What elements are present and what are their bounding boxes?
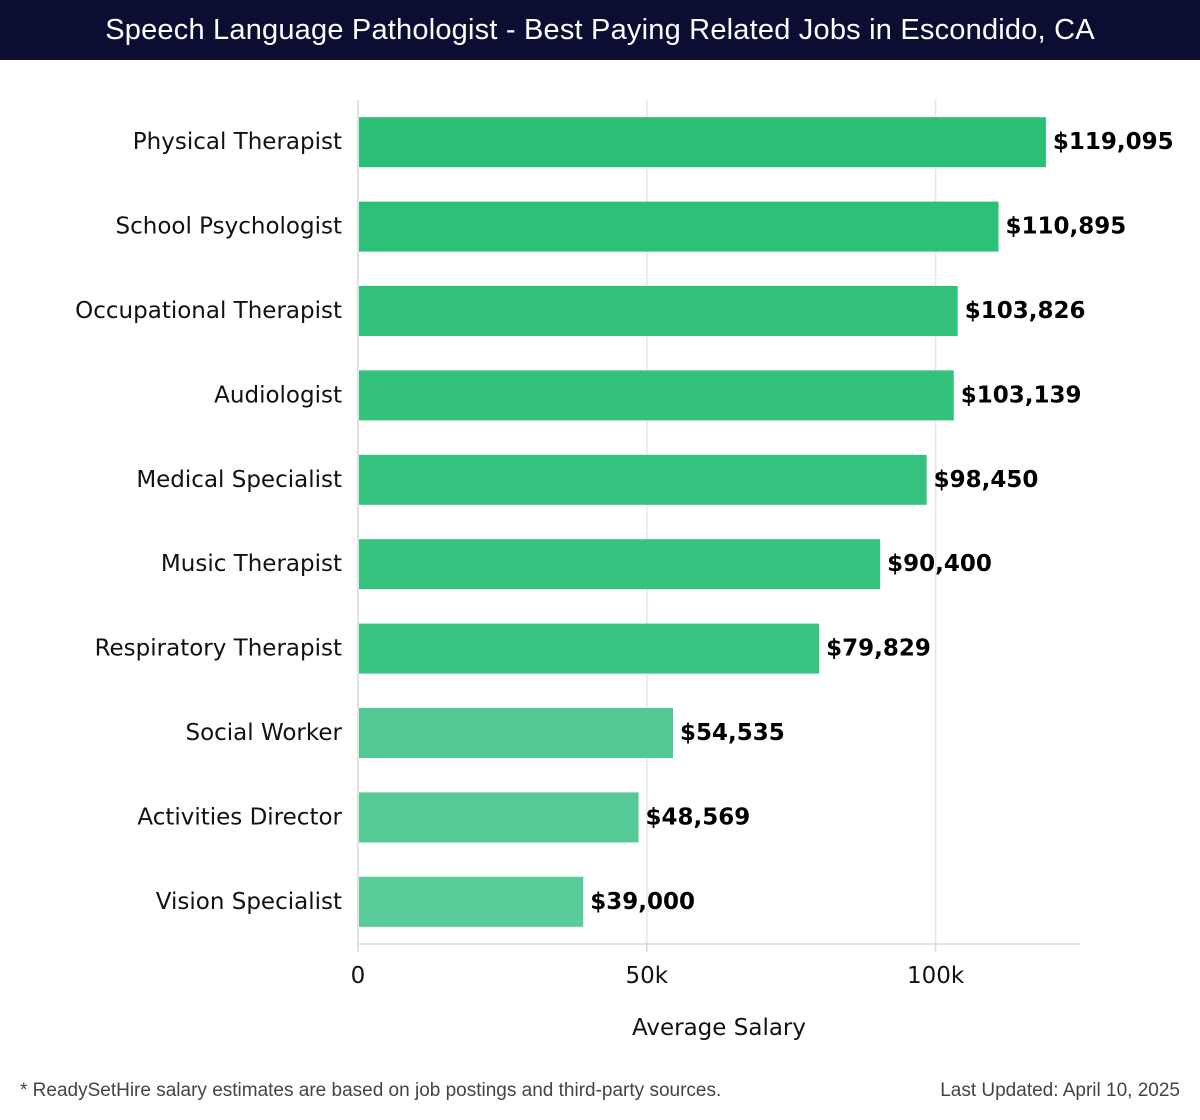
footer-note: * ReadySetHire salary estimates are base… [20,1080,722,1101]
value-label: $48,569 [646,804,751,830]
last-updated: Last Updated: April 10, 2025 [940,1080,1180,1101]
value-label: $90,400 [887,551,992,577]
x-tick-label: 50k [626,963,669,989]
bar [359,792,639,843]
value-label: $98,450 [934,467,1039,493]
chart-title-bar: Speech Language Pathologist - Best Payin… [0,0,1200,60]
category-label: School Psychologist [116,214,342,240]
bar [359,539,881,590]
bar [359,876,584,927]
bar [359,201,999,252]
bar [359,117,1046,168]
value-label: $79,829 [826,636,931,662]
chart-title: Speech Language Pathologist - Best Payin… [105,13,1095,46]
bar-chart: Physical Therapist $119,095 School Psychol… [75,100,1174,1041]
value-label: $119,095 [1053,129,1174,155]
category-label: Social Worker [185,720,342,746]
value-label: $39,000 [590,889,695,915]
category-label: Audiologist [214,382,342,408]
bar [359,286,958,336]
category-label: Music Therapist [161,551,342,577]
bar [359,623,820,674]
x-tick-label: 100k [907,963,965,989]
category-label: Respiratory Therapist [95,636,342,662]
category-label: Vision Specialist [156,889,342,915]
bar [359,708,673,758]
x-axis-title: Average Salary [632,1015,806,1041]
value-label: $110,895 [1006,214,1127,240]
value-label: $103,139 [961,382,1082,408]
category-label: Occupational Therapist [75,298,342,324]
value-label: $54,535 [680,720,785,746]
bar [359,454,927,505]
category-label: Activities Director [137,804,342,830]
value-label: $103,826 [965,298,1086,324]
x-tick-label: 0 [351,963,366,989]
bar [359,370,954,421]
category-label: Physical Therapist [133,129,342,155]
category-label: Medical Specialist [136,467,342,493]
